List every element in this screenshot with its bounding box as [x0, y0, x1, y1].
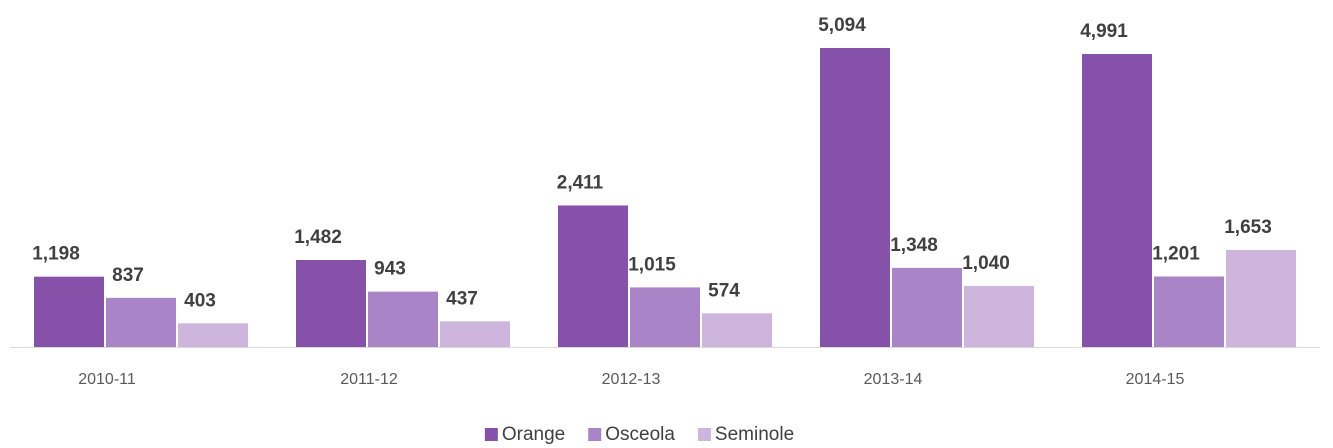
x-tick-label: 2013-14 [864, 371, 923, 388]
value-label: 1,653 [1224, 217, 1272, 238]
bar [34, 276, 104, 347]
value-label: 1,040 [962, 253, 1010, 274]
bar [296, 260, 366, 347]
x-tick-label: 2014-15 [1126, 371, 1185, 388]
bar [368, 291, 438, 347]
x-tick-label: 2010-11 [78, 371, 136, 388]
legend-label: Orange [502, 424, 565, 445]
value-label: 1,015 [628, 254, 676, 275]
bar [178, 323, 248, 347]
bar [1154, 276, 1224, 347]
bar [1082, 54, 1152, 347]
bar [440, 321, 510, 347]
legend-swatch [484, 428, 498, 441]
bar [1226, 249, 1296, 347]
x-tick-label: 2012-13 [602, 371, 661, 388]
value-label: 1,201 [1152, 244, 1200, 265]
value-label: 1,482 [294, 227, 342, 248]
value-label: 5,094 [818, 15, 866, 36]
bar [892, 267, 962, 347]
bar [702, 313, 772, 347]
value-label: 574 [708, 280, 740, 301]
value-label: 943 [374, 259, 406, 280]
bar [964, 285, 1034, 347]
bar [106, 297, 176, 347]
legend-label: Seminole [715, 424, 794, 445]
value-label: 837 [112, 265, 144, 286]
value-label: 1,198 [32, 244, 80, 265]
legend-label: Osceola [605, 424, 675, 445]
value-label: 437 [446, 288, 478, 309]
bar [630, 287, 700, 347]
value-label: 1,348 [890, 235, 938, 256]
value-label: 4,991 [1080, 21, 1128, 42]
x-tick-label: 2011-12 [340, 371, 398, 388]
bar [558, 205, 628, 347]
value-label: 2,411 [557, 172, 604, 193]
bar [820, 48, 890, 347]
legend-swatch [588, 428, 602, 441]
legend-swatch [697, 428, 711, 441]
value-label: 403 [184, 290, 216, 311]
